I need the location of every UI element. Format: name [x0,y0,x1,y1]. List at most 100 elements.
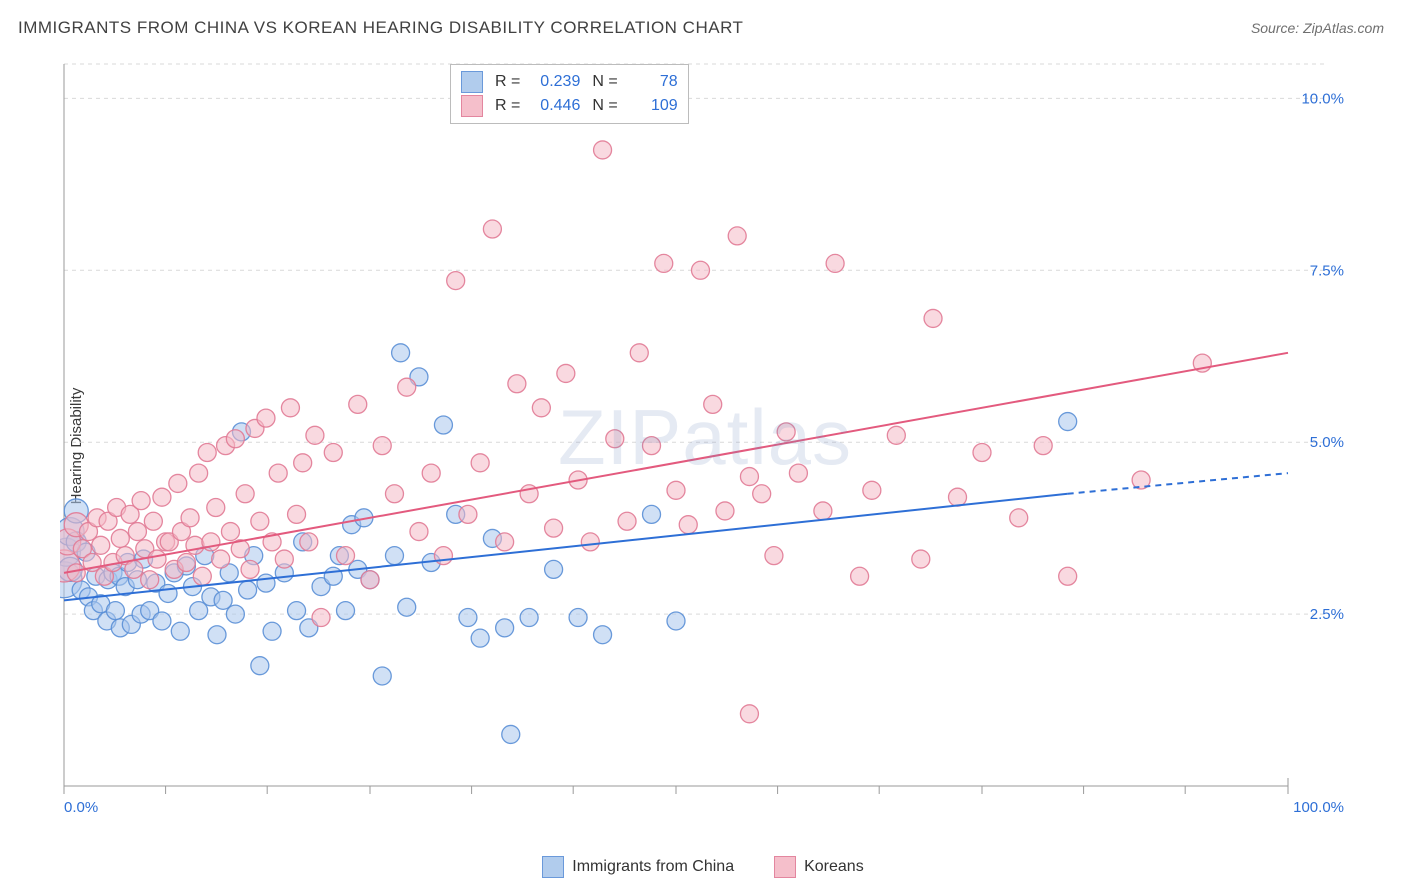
data-point [777,423,795,441]
data-point [740,468,758,486]
data-point [361,571,379,589]
y-tick-label: 10.0% [1301,90,1344,107]
data-point [459,609,477,627]
data-point [141,571,159,589]
data-point [912,550,930,568]
data-point [496,619,514,637]
r-value-china: 0.239 [528,70,580,94]
swatch-koreans [461,95,483,117]
data-point [337,602,355,620]
data-point [92,536,110,554]
data-point [691,261,709,279]
data-point [434,416,452,434]
data-point [236,485,254,503]
swatch-koreans [774,856,796,878]
data-point [753,485,771,503]
data-point [434,547,452,565]
data-point [257,409,275,427]
data-point [1059,567,1077,585]
data-point [128,523,146,541]
data-point [392,344,410,362]
data-point [324,444,342,462]
data-point [851,567,869,585]
data-point [263,622,281,640]
chart-svg: 2.5%5.0%7.5%10.0%0.0%100.0% [60,62,1350,822]
data-point [716,502,734,520]
data-point [239,581,257,599]
data-point [643,505,661,523]
data-point [1034,437,1052,455]
data-point [67,564,85,582]
data-point [306,426,324,444]
data-point [496,533,514,551]
data-point [288,602,306,620]
chart-title: IMMIGRANTS FROM CHINA VS KOREAN HEARING … [18,18,743,38]
data-point [740,705,758,723]
series-legend: Immigrants from China Koreans [0,856,1406,878]
data-point [863,481,881,499]
swatch-china [461,71,483,93]
data-point [924,309,942,327]
data-point [483,220,501,238]
data-point [208,626,226,644]
data-point [385,485,403,503]
data-point [207,499,225,517]
data-point [125,560,143,578]
data-point [679,516,697,534]
data-point [502,725,520,743]
data-point [281,399,299,417]
legend-item-koreans: Koreans [774,856,864,878]
data-point [144,512,162,530]
data-point [594,141,612,159]
n-label: N = [592,94,617,118]
data-point [520,609,538,627]
data-point [569,609,587,627]
data-point [294,454,312,472]
data-point [186,536,204,554]
data-point [471,629,489,647]
data-point [226,430,244,448]
data-point [221,523,239,541]
data-point [545,519,563,537]
data-point [728,227,746,245]
data-point [618,512,636,530]
data-point [949,488,967,506]
data-point [181,509,199,527]
data-point [1010,509,1028,527]
data-point [159,584,177,602]
data-point [324,567,342,585]
data-point [190,464,208,482]
data-point [373,667,391,685]
data-point [471,454,489,472]
data-point [257,574,275,592]
data-point [337,547,355,565]
n-label: N = [592,70,617,94]
data-point [241,560,259,578]
data-point [193,567,211,585]
data-point [667,612,685,630]
y-tick-label: 7.5% [1310,262,1344,279]
data-point [545,560,563,578]
data-point [373,437,391,455]
data-point [275,550,293,568]
data-point [148,550,166,568]
data-point [789,464,807,482]
data-point [171,622,189,640]
data-point [132,492,150,510]
correlation-stats-legend: R = 0.239 N = 78 R = 0.446 N = 109 [450,64,689,124]
data-point [410,523,428,541]
legend-item-china: Immigrants from China [542,856,734,878]
data-point [973,444,991,462]
legend-label-china: Immigrants from China [572,858,734,876]
r-label: R = [495,94,520,118]
data-point [447,272,465,290]
data-point [765,547,783,565]
data-point [826,254,844,272]
data-point [887,426,905,444]
data-point [532,399,550,417]
data-point [398,378,416,396]
data-point [422,464,440,482]
data-point [153,612,171,630]
data-point [349,395,367,413]
source-attribution: Source: ZipAtlas.com [1251,20,1384,36]
